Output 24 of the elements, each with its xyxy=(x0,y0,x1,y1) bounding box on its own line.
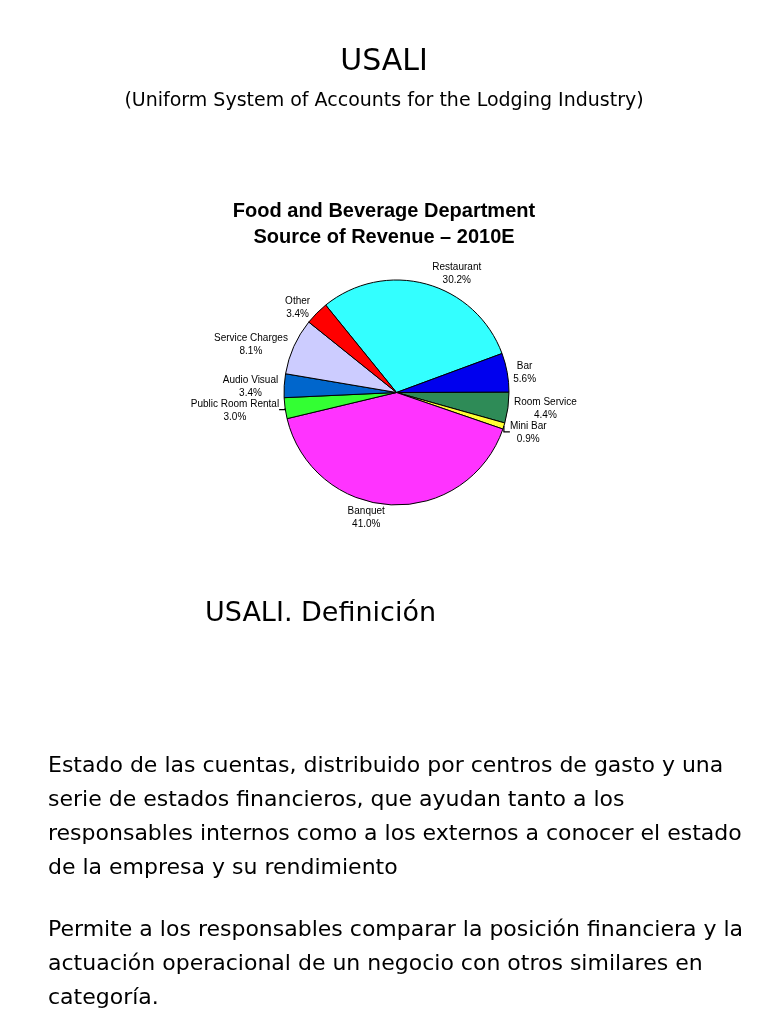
data-label: 41.0% xyxy=(352,517,381,529)
data-label: 8.1% xyxy=(239,345,263,357)
text: USALI. Definición xyxy=(205,596,437,627)
slice-label: Public Room Rental xyxy=(190,397,280,409)
slice-label: Service Charges xyxy=(213,332,288,344)
text: Estado de las cuentas, distribuido por centros de gasto y una serie de estados financieros, que ayudan tanto a los responsables internos como a los externos a conocer el estado de la empresa y su rendimiento xyxy=(48,751,743,881)
text: (Uniform System of Accounts for the Lodging Industry) xyxy=(123,88,645,110)
data-label: 3.0% xyxy=(223,410,247,422)
data-label: 30.2% xyxy=(442,273,472,285)
slice-label: Mini Bar xyxy=(509,419,548,431)
data-label: 4.4% xyxy=(533,408,557,420)
chart-title: Food and Beverage Department Source of Revenue – 2010E xyxy=(232,199,536,248)
slice-label: Restaurant xyxy=(432,260,482,272)
slice-label: Banquet xyxy=(347,504,386,516)
slice-label: Bar xyxy=(516,360,534,372)
slice-label: Room Service xyxy=(513,395,578,407)
data-label: 3.4% xyxy=(286,308,310,320)
data-label: 5.6% xyxy=(513,373,537,385)
text: Permite a los responsables comparar la posición financiera y la actuación operacional de un negocio con otros similares en categoría. xyxy=(48,915,745,1011)
text: USALI xyxy=(339,42,429,77)
data-label: 3.4% xyxy=(239,386,262,398)
slice-label: Other xyxy=(285,295,311,307)
slice-label: Audio Visual xyxy=(222,373,279,385)
data-label: 0.9% xyxy=(516,432,540,444)
